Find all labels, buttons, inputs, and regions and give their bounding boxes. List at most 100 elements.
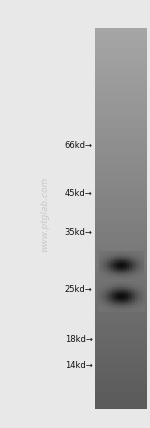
Bar (114, 274, 116, 275)
Bar (101, 256, 102, 257)
Bar (128, 309, 129, 310)
Bar (128, 263, 129, 264)
Bar (109, 300, 111, 301)
Bar (117, 255, 119, 256)
Bar (126, 293, 128, 294)
Bar (123, 272, 125, 273)
Bar (106, 311, 108, 312)
Bar (118, 298, 120, 299)
Bar (136, 266, 138, 267)
Bar (136, 272, 138, 273)
Bar (111, 302, 112, 303)
Bar (131, 301, 132, 302)
Bar (136, 273, 138, 274)
Bar (106, 296, 108, 297)
Bar (126, 256, 128, 257)
Bar (133, 251, 135, 252)
Bar (115, 300, 117, 301)
Bar (100, 298, 102, 299)
Bar (112, 253, 114, 254)
Bar (128, 302, 129, 303)
Bar (104, 256, 105, 257)
Bar (126, 287, 128, 288)
Bar (123, 284, 125, 285)
Bar (101, 269, 102, 270)
Bar (137, 306, 139, 307)
Bar (132, 283, 134, 284)
Bar (137, 305, 139, 306)
Bar (131, 305, 132, 306)
Bar (99, 265, 101, 266)
Bar (101, 261, 102, 262)
Bar (94, 368, 147, 371)
Bar (137, 293, 139, 294)
Bar (123, 267, 125, 268)
Bar (134, 299, 136, 300)
Bar (135, 302, 137, 303)
Bar (125, 299, 126, 300)
Bar (98, 298, 100, 299)
Bar (118, 256, 120, 257)
Bar (132, 295, 134, 296)
Bar (100, 305, 102, 306)
Bar (125, 302, 126, 303)
Bar (116, 271, 117, 272)
Bar (138, 260, 140, 261)
Bar (112, 267, 114, 268)
Bar (105, 263, 107, 264)
Bar (94, 196, 147, 200)
Bar (126, 307, 128, 308)
Bar (124, 257, 126, 258)
Bar (100, 287, 102, 288)
Bar (117, 309, 119, 310)
Bar (105, 309, 106, 310)
Bar (118, 257, 120, 258)
Bar (120, 290, 122, 291)
Bar (120, 261, 122, 262)
Bar (101, 251, 102, 252)
Bar (112, 275, 114, 276)
Bar (124, 267, 126, 268)
Bar (132, 291, 134, 292)
Bar (94, 187, 147, 190)
Bar (138, 303, 140, 304)
Bar (132, 277, 134, 278)
Bar (110, 271, 111, 272)
Bar (133, 272, 135, 273)
Bar (94, 139, 147, 143)
Bar (131, 307, 132, 308)
Bar (122, 306, 123, 307)
Bar (139, 272, 141, 273)
Bar (107, 257, 108, 258)
Bar (123, 259, 125, 260)
Bar (135, 285, 137, 286)
Bar (133, 262, 135, 263)
Bar (102, 254, 104, 255)
Bar (133, 277, 135, 278)
Bar (140, 308, 142, 309)
Bar (131, 304, 132, 305)
Bar (122, 269, 123, 270)
Bar (116, 251, 117, 252)
Bar (137, 296, 139, 297)
Bar (115, 297, 117, 298)
Bar (112, 264, 114, 265)
Bar (138, 264, 140, 265)
Bar (117, 262, 119, 263)
Bar (118, 288, 120, 289)
Bar (94, 158, 147, 162)
Bar (107, 274, 108, 275)
Bar (102, 266, 104, 267)
Bar (135, 296, 137, 297)
Bar (94, 218, 147, 222)
Bar (123, 284, 125, 285)
Bar (123, 302, 125, 303)
Bar (135, 261, 136, 262)
Bar (135, 296, 137, 297)
Bar (114, 269, 116, 270)
Bar (134, 289, 136, 290)
Bar (135, 299, 137, 300)
Bar (134, 283, 136, 284)
Bar (122, 288, 123, 289)
Bar (94, 361, 147, 365)
